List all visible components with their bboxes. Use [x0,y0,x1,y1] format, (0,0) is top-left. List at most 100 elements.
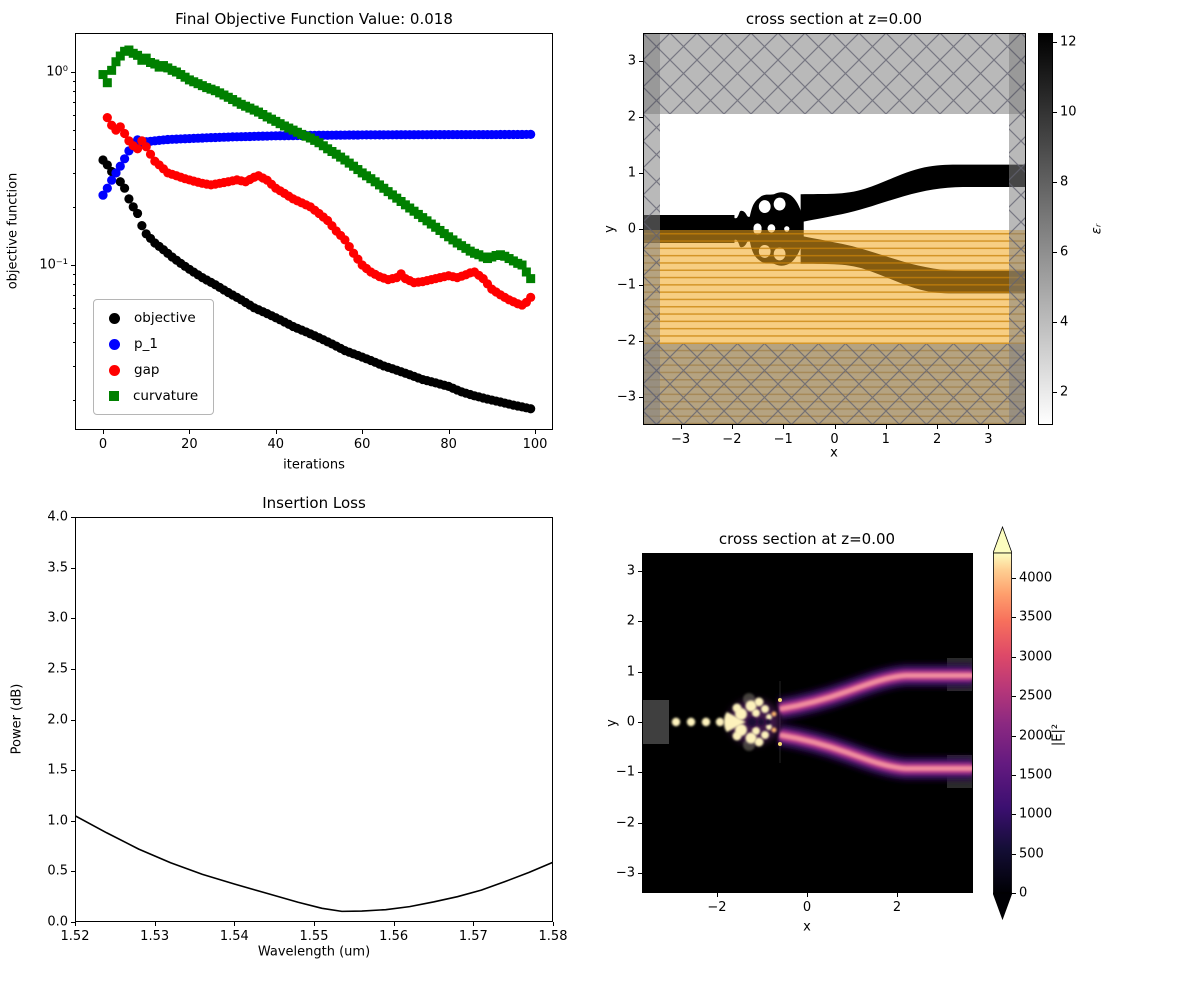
tick-label: 4000 [1019,570,1053,586]
tick-label: 10⁻¹ [39,257,68,273]
tick-mark [71,922,75,923]
tick-label: 2 [626,613,635,629]
tick-label: 500 [1019,846,1044,862]
permittivity-heatmap [643,33,1026,425]
legend-item: p_1 [109,336,198,352]
tick-label: 1 [881,432,890,447]
tick-label: 1000 [1019,806,1053,822]
objective-xaxis-label: iterations [283,457,345,473]
tick-label: −3 [671,432,691,447]
loss-curve [75,814,553,913]
tick-label: 3 [984,432,993,447]
tick-label: 3.5 [47,560,68,576]
legend-marker-curvature [109,391,119,401]
legend-label: objective [134,310,196,326]
tick-label: 0 [802,900,812,915]
legend-item: gap [109,362,198,378]
legend-marker-objective [109,312,120,324]
tick-mark [362,430,364,434]
field-colorbar [993,525,1012,921]
field-interference-hotspots [724,693,782,751]
tick-mark [393,922,395,926]
tick-label: −2 [615,815,635,831]
tick-mark [1012,578,1016,579]
tick-label: 3.0 [47,610,68,626]
tick-label: 1.57 [458,929,488,944]
tick-mark [1012,656,1016,658]
tick-mark [189,430,191,434]
tick-label: 12 [1060,34,1077,50]
tick-label: 3 [627,53,636,69]
tick-mark [275,430,277,434]
field-intensity-heatmap [642,553,973,893]
tick-label: 1.53 [140,929,170,944]
epsilon-colorbar-label: εᵣ [1089,223,1105,235]
tick-label: 60 [353,437,371,452]
tick-mark [1012,735,1016,737]
colorbar-extend-min-arrow [993,892,1012,921]
tick-mark [717,893,718,897]
tick-mark [154,922,156,926]
tick-mark [807,893,808,897]
tick-label: 2.0 [47,712,68,727]
tick-label: 1.55 [299,929,329,944]
tick-mark [535,430,536,434]
objective-scatter-plot [75,33,553,430]
tick-mark [234,922,236,926]
insertion-loss-yaxis-label: Power (dB) [9,683,25,755]
legend-label: p_1 [134,336,158,352]
tick-mark [1053,111,1057,113]
tick-mark [937,425,939,429]
tick-mark [1053,251,1057,253]
legend-label: curvature [133,388,199,404]
tick-label: −2 [707,900,727,915]
tick-label: 0 [627,221,636,237]
tick-label: 10⁰ [46,64,68,80]
tick-label: 1.52 [60,929,90,944]
insertion-loss-title: Insertion Loss [262,494,366,512]
tick-label: 1.56 [379,929,409,944]
colorbar-extend-max-arrow [993,525,1012,554]
insertion-loss-plot [75,517,553,922]
tick-label: 0 [626,714,635,730]
tick-mark [897,893,898,897]
field-yaxis-label: y [604,719,620,727]
field-xaxis-label: x [803,919,811,935]
objective-yaxis-label: objective function [5,172,21,290]
tick-label: 40 [267,437,285,452]
tick-mark [1012,617,1016,619]
axes-frame [75,33,553,430]
tick-mark [1012,696,1016,698]
tick-label: −1 [616,277,636,293]
tick-label: 2000 [1019,728,1053,743]
epsilon-colorbar [1038,33,1053,425]
tick-mark [988,425,990,429]
tick-mark [1053,391,1057,393]
tick-label: 2 [627,109,636,125]
tick-mark [314,922,315,926]
tick-mark [680,425,682,429]
insertion-loss-xaxis-label: Wavelength (um) [257,944,371,960]
tick-mark [1012,774,1016,776]
scatter-points [98,45,536,414]
tick-label: −3 [615,865,635,881]
tick-label: 10 [1060,104,1077,120]
tick-label: 1.0 [47,813,68,829]
tick-label: 3000 [1019,649,1053,665]
legend-item: curvature [109,388,198,404]
tick-label: 0 [98,437,108,452]
objective-plot-title: Final Objective Function Value: 0.018 [175,10,453,28]
tick-label: 80 [440,437,457,452]
tick-label: 0.0 [47,914,68,930]
tick-mark [1053,181,1057,183]
tick-label: 2 [932,432,942,447]
tick-mark [1053,41,1057,43]
tick-mark [553,922,554,926]
tick-mark [1012,853,1016,855]
tick-mark [885,425,887,429]
tick-mark [783,425,785,429]
field-plot-title: cross section at z=0.00 [718,530,896,548]
tick-mark [473,922,475,926]
tick-label: −3 [616,389,636,405]
